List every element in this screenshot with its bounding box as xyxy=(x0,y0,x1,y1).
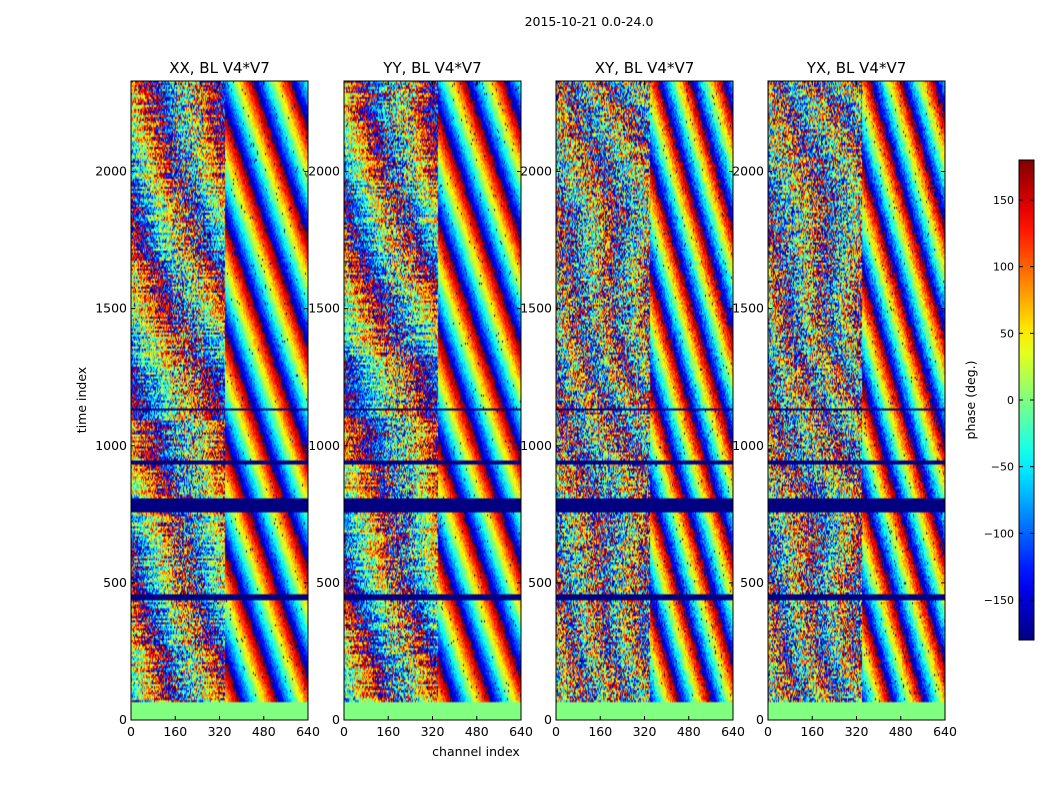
x-tick-label: 480 xyxy=(889,724,913,739)
y-tick-label: 2000 xyxy=(95,164,127,179)
y-tick-label: 1000 xyxy=(95,438,127,453)
x-tick-label: 640 xyxy=(509,724,533,739)
y-tick-label: 1500 xyxy=(732,301,764,316)
panel-2: YY, BL V4*V7 0 160 320 480 640 0 500 1000 1500 200… xyxy=(308,59,533,739)
x-tick-label: 480 xyxy=(465,724,489,739)
x-axis-label: channel index xyxy=(432,744,520,759)
y-tick-label: 0 xyxy=(332,712,340,727)
x-tick-label: 640 xyxy=(296,724,320,739)
panel-2-phase-raster xyxy=(344,81,521,720)
y-axis-label: time index xyxy=(74,367,89,433)
x-tick-label: 320 xyxy=(208,724,232,739)
colorbar-tick-label: 0 xyxy=(1007,394,1014,407)
colorbar-tick-label: −50 xyxy=(991,461,1014,474)
colorbar-tick-label: 50 xyxy=(1000,327,1014,340)
y-tick-label: 1500 xyxy=(520,301,552,316)
colorbar: −150 −100 −50 0 50 100 150 xyxy=(984,159,1035,641)
panels: XX, BL V4*V7 0 160 320 480 640 0 500 1000 1500 200… xyxy=(95,59,957,739)
y-tick-label: 0 xyxy=(544,712,552,727)
x-tick-label: 480 xyxy=(677,724,701,739)
panel-title: YY, BL V4*V7 xyxy=(382,59,481,77)
y-tick-label: 1500 xyxy=(95,301,127,316)
x-tick-label: 0 xyxy=(552,724,560,739)
colorbar-tick-label: −150 xyxy=(984,594,1014,607)
x-tick-label: 0 xyxy=(127,724,135,739)
panel-3-phase-raster xyxy=(556,81,733,720)
y-tick-label: 500 xyxy=(316,575,340,590)
y-tick-label: 2000 xyxy=(732,164,764,179)
panel-1: XX, BL V4*V7 0 160 320 480 640 0 500 1000 1500 200… xyxy=(95,59,320,739)
y-tick-label: 500 xyxy=(103,575,127,590)
x-tick-label: 0 xyxy=(764,724,772,739)
figure-suptitle: 2015-10-21 0.0-24.0 xyxy=(525,14,654,29)
colorbar-tick-label: 150 xyxy=(993,194,1014,207)
panel-1-phase-raster xyxy=(131,81,308,720)
panel-3: XY, BL V4*V7 0 160 320 480 640 0 500 1000 1500 200… xyxy=(520,59,745,739)
panel-4-phase-raster xyxy=(768,81,945,720)
y-tick-label: 1000 xyxy=(732,438,764,453)
x-tick-label: 480 xyxy=(252,724,276,739)
y-tick-label: 0 xyxy=(756,712,764,727)
y-tick-label: 1500 xyxy=(308,301,340,316)
y-tick-label: 500 xyxy=(528,575,552,590)
y-tick-label: 500 xyxy=(740,575,764,590)
panel-title: XY, BL V4*V7 xyxy=(595,59,695,77)
x-tick-label: 640 xyxy=(721,724,745,739)
x-tick-label: 0 xyxy=(340,724,348,739)
x-tick-label: 160 xyxy=(376,724,400,739)
y-tick-label: 2000 xyxy=(520,164,552,179)
colorbar-label: phase (deg.) xyxy=(963,361,978,440)
colorbar-tick-label: 100 xyxy=(993,261,1014,274)
x-tick-label: 320 xyxy=(845,724,869,739)
x-tick-label: 160 xyxy=(800,724,824,739)
y-tick-label: 0 xyxy=(119,712,127,727)
colorbar-tick-label: −100 xyxy=(984,527,1014,540)
x-tick-label: 640 xyxy=(933,724,957,739)
panel-title: YX, BL V4*V7 xyxy=(806,59,907,77)
x-tick-label: 320 xyxy=(421,724,445,739)
x-tick-label: 320 xyxy=(633,724,657,739)
panel-4: YX, BL V4*V7 0 160 320 480 640 0 500 1000 1500 200… xyxy=(732,59,957,739)
x-tick-label: 160 xyxy=(163,724,187,739)
panel-title: XX, BL V4*V7 xyxy=(169,59,270,77)
y-tick-label: 1000 xyxy=(520,438,552,453)
y-tick-label: 2000 xyxy=(308,164,340,179)
y-tick-label: 1000 xyxy=(308,438,340,453)
x-tick-label: 160 xyxy=(588,724,612,739)
